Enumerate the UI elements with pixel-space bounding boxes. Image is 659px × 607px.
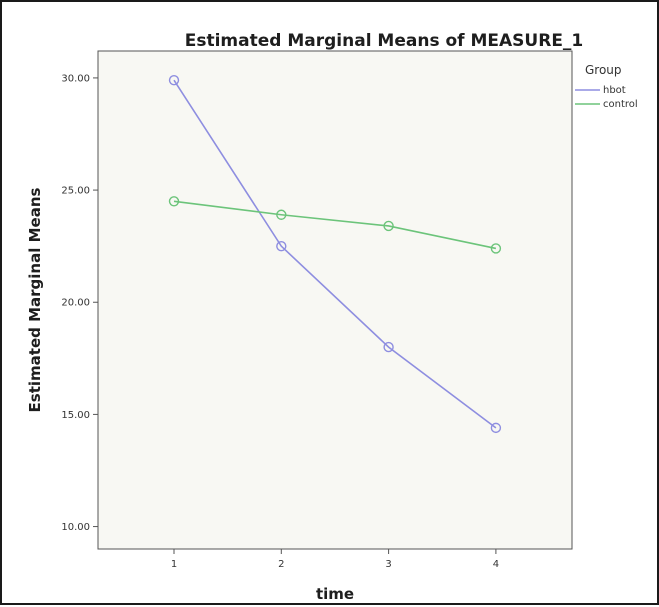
series-control (168, 196, 502, 254)
x-axis: 1 2 3 4 (171, 549, 499, 570)
y-tick-label: 25.00 (61, 186, 90, 197)
plot-area (97, 50, 573, 550)
chart-title: Estimated Marginal Means of MEASURE_1 (185, 31, 584, 51)
y-axis: 10.00 15.00 20.00 25.00 30.00 (61, 73, 98, 533)
data-point-hbot (383, 341, 394, 353)
data-point-control (490, 243, 502, 254)
y-tick-label: 20.00 (61, 298, 90, 309)
y-axis-label: Estimated Marginal Means (26, 188, 44, 413)
y-tick-label: 15.00 (61, 410, 90, 421)
legend-label-control: control (603, 99, 638, 110)
series-line-control (173, 200, 497, 250)
x-axis-label: time (316, 585, 354, 603)
legend-title: Group (585, 63, 622, 77)
data-point-hbot (276, 240, 287, 252)
data-point-hbot (168, 74, 180, 86)
y-tick-label: 30.00 (61, 73, 90, 84)
data-point-hbot (490, 422, 502, 434)
series-line-hbot (173, 79, 497, 429)
legend: Group hbot control (575, 63, 638, 110)
data-point-control (168, 196, 180, 207)
data-point-control (383, 220, 394, 232)
x-tick-label: 3 (385, 559, 391, 570)
series-hbot (168, 74, 502, 434)
x-tick-label: 4 (493, 559, 499, 570)
series-layer (168, 74, 502, 434)
x-tick-label: 2 (278, 559, 284, 570)
data-point-control (276, 209, 287, 220)
y-tick-label: 10.00 (61, 522, 90, 533)
legend-label-hbot: hbot (603, 85, 626, 96)
x-tick-label: 1 (171, 559, 177, 570)
